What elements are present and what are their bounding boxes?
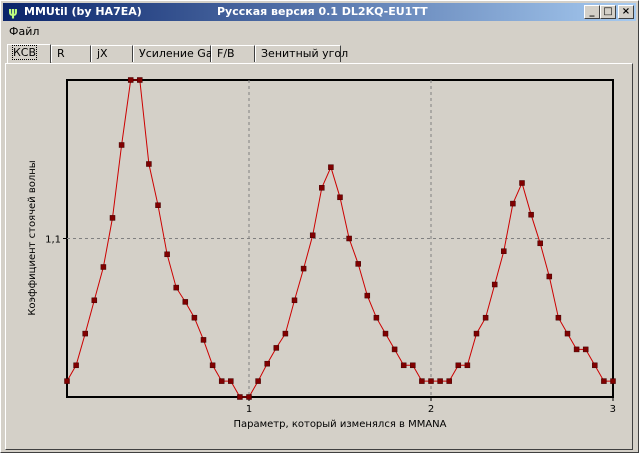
data-point [91,297,98,304]
data-point [182,299,189,305]
menu-bar: Файл [3,23,636,41]
data-point [400,362,407,369]
tab-ksv[interactable]: КСВ [7,44,51,63]
x-axis-label: Параметр, который изменялся в MMANA [233,419,446,430]
tab-jx[interactable]: jX [91,45,133,62]
data-point [355,261,361,267]
x-tick-label: 2 [428,404,434,415]
data-point [282,330,289,337]
data-point [264,360,270,367]
data-point [573,346,580,353]
data-point [300,265,307,272]
x-tick-label: 1 [246,404,252,415]
data-point [328,164,334,170]
y-axis-label: Коэффициент стоячей волны [27,160,38,315]
data-point [73,362,79,369]
tab-zenith[interactable]: Зенитный угол [255,45,348,62]
data-point [191,314,198,321]
data-point [446,378,452,384]
data-point [519,180,525,186]
maximize-icon: □ [603,6,613,17]
tab-r[interactable]: R [51,45,91,62]
menu-file[interactable]: Файл [9,25,40,38]
y-tick-label: 1,1 [45,235,61,246]
data-point [528,211,534,218]
tab-gain[interactable]: Усиление Ga [133,45,213,62]
data-point [391,346,398,353]
data-point [246,394,252,400]
data-point [118,142,125,148]
data-point [209,362,216,369]
x-tick-label: 3 [610,404,616,415]
data-point [291,297,298,304]
tab-strip: КСВ R jX Усиление Ga F/B Зенитный угол [5,44,635,64]
data-point [464,362,471,369]
data-point [228,378,234,384]
data-point [64,378,70,384]
data-point [255,378,261,384]
data-point [410,362,416,369]
data-point [546,273,553,280]
data-point [146,161,152,167]
antenna-icon: ψ [8,5,18,19]
data-point [582,346,589,353]
tab-label: F/B [217,47,235,60]
data-point [610,378,616,384]
data-point [337,194,343,201]
data-point [501,248,507,254]
data-point [164,251,170,258]
data-point [592,362,598,369]
tab-fb[interactable]: F/B [211,45,255,62]
close-icon: × [621,6,631,17]
minimize-button[interactable]: _ [584,5,600,19]
data-point [382,330,389,337]
data-point [346,235,352,242]
data-point [482,314,489,321]
data-point [491,281,498,288]
data-point [564,330,571,337]
close-button[interactable]: × [618,5,634,19]
data-point [428,378,434,384]
data-point [555,314,562,321]
data-point [137,77,143,83]
data-point [82,330,88,337]
data-point [455,362,462,369]
swr-chart: 1 2 3 1,1 Параметр, который изменялся в MMA… [27,77,616,430]
data-point [173,284,179,291]
data-point [218,378,225,384]
tab-label: Усиление Ga [139,47,213,60]
title-bar[interactable]: ψ MMUtil (by HA7EA) Русская версия 0.1 D… [3,3,636,21]
data-point [601,378,607,384]
data-point [437,378,443,384]
data-point [537,240,543,247]
data-point [200,337,207,343]
tab-label: Зенитный угол [261,47,349,60]
data-point [100,264,107,270]
tab-label: jX [97,47,108,60]
maximize-button[interactable]: □ [600,5,616,19]
tab-label: R [57,47,65,60]
tab-panel: 1 2 3 1,1 Параметр, который изменялся в MMA… [5,63,633,450]
data-point [155,202,161,208]
data-point [364,292,371,299]
data-point [510,200,516,207]
data-point [127,77,134,83]
tab-label: КСВ [11,45,38,60]
data-point [273,345,280,351]
window-subtitle: Русская версия 0.1 DL2KQ-EU1TT [217,5,428,18]
window-title: MMUtil (by HA7EA) [24,5,142,18]
data-point [237,394,243,400]
data-point [109,215,116,221]
minimize-icon: _ [589,6,595,17]
data-point [419,378,425,384]
data-point [309,232,316,239]
data-point [319,185,325,191]
data-point [473,330,480,337]
data-point [373,314,380,321]
